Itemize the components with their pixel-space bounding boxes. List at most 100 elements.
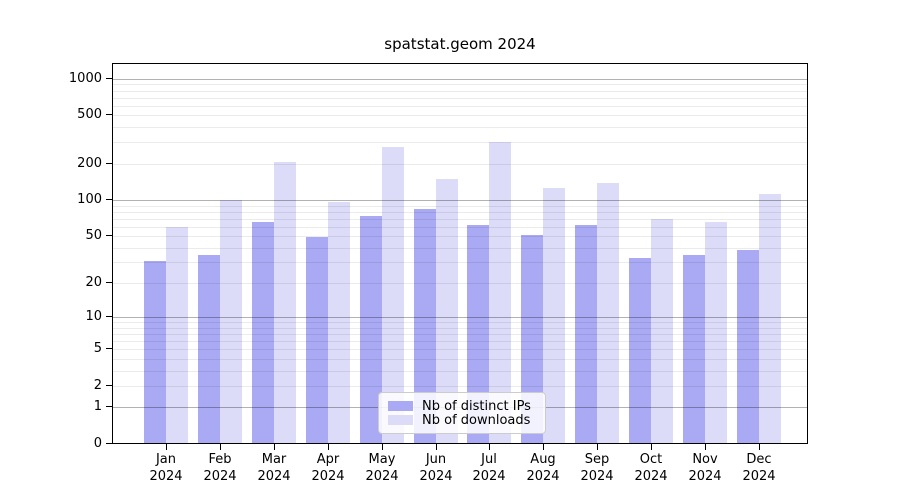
gridline-minor	[113, 322, 807, 324]
y-tick	[106, 316, 112, 317]
y-tick	[106, 385, 112, 386]
gridline-minor	[113, 236, 807, 238]
x-tick-month: Jun	[425, 452, 447, 467]
x-tick-month: May	[368, 452, 396, 467]
x-tick	[651, 444, 652, 450]
x-tick-year: 2024	[688, 469, 722, 484]
x-tick-month: Mar	[261, 452, 287, 467]
gridline-minor	[113, 142, 807, 144]
legend: Nb of distinct IPs Nb of downloads	[378, 392, 546, 434]
y-tick	[106, 282, 112, 283]
bar-distinct-ips-feb	[198, 255, 220, 443]
x-tick-year: 2024	[149, 469, 183, 484]
x-tick-year: 2024	[257, 469, 291, 484]
gridline-minor	[113, 90, 807, 92]
x-tick-month: Aug	[530, 452, 556, 467]
x-tick-label: Sep 2024	[565, 451, 629, 485]
x-tick	[274, 444, 275, 450]
y-tick-label: 100	[77, 192, 102, 207]
x-tick-month: Feb	[208, 452, 232, 467]
gridline-minor	[113, 205, 807, 207]
x-tick-label: May 2024	[350, 451, 414, 485]
y-tick-label: 5	[93, 341, 102, 356]
x-tick-year: 2024	[634, 469, 668, 484]
bar-downloads-dec	[759, 194, 781, 443]
bar-distinct-ips-jun	[414, 209, 436, 443]
y-tick	[106, 406, 112, 407]
gridline-major	[113, 78, 807, 80]
y-tick	[106, 235, 112, 236]
gridline-minor	[113, 327, 807, 329]
gridline-minor	[113, 163, 807, 165]
gridline-minor	[113, 385, 807, 387]
x-tick-label: Aug 2024	[511, 451, 575, 485]
gridline-minor	[113, 97, 807, 99]
gridline-minor	[113, 211, 807, 213]
gridline-minor	[113, 334, 807, 336]
x-tick-label: Feb 2024	[188, 451, 252, 485]
legend-label-downloads: Nb of downloads	[422, 412, 531, 428]
x-tick-year: 2024	[526, 469, 560, 484]
bar-distinct-ips-oct	[629, 258, 651, 443]
bar-distinct-ips-mar	[252, 222, 274, 443]
gridline-minor	[113, 226, 807, 228]
x-tick-month: Jan	[155, 452, 177, 467]
y-tick	[106, 199, 112, 200]
bar-downloads-sep	[597, 183, 619, 443]
x-tick-label: Jun 2024	[404, 451, 468, 485]
bar-distinct-ips-may	[360, 216, 382, 443]
bar-distinct-ips-sep	[575, 225, 597, 443]
gridline-minor	[113, 341, 807, 343]
x-tick	[543, 444, 544, 450]
y-tick-label: 2	[93, 378, 102, 393]
x-tick-label: Apr 2024	[296, 451, 360, 485]
y-tick	[106, 114, 112, 115]
bar-distinct-ips-nov	[683, 255, 705, 443]
legend-swatch-distinct-ips	[388, 401, 413, 411]
bar-downloads-apr	[328, 202, 350, 443]
y-tick-label: 1000	[68, 71, 102, 86]
x-tick-label: Mar 2024	[242, 451, 306, 485]
legend-item-downloads: Nb of downloads	[388, 412, 536, 428]
y-tick	[106, 348, 112, 349]
x-tick-month: Jul	[481, 452, 497, 467]
x-tick-year: 2024	[311, 469, 345, 484]
x-tick-year: 2024	[365, 469, 399, 484]
x-tick-year: 2024	[742, 469, 776, 484]
gridline-minor	[113, 262, 807, 264]
y-tick-label: 20	[85, 275, 102, 290]
y-tick	[106, 163, 112, 164]
x-tick	[705, 444, 706, 450]
x-tick-year: 2024	[203, 469, 237, 484]
x-tick-month: Dec	[746, 452, 772, 467]
gridline-minor	[113, 358, 807, 360]
y-tick-label: 500	[77, 107, 102, 122]
gridline-minor	[113, 115, 807, 117]
gridline-minor	[113, 105, 807, 107]
x-tick	[382, 444, 383, 450]
y-tick	[106, 78, 112, 79]
chart-title: spatstat.geom 2024	[384, 35, 536, 53]
x-tick-month: Sep	[584, 452, 610, 467]
y-tick-label: 50	[85, 228, 102, 243]
x-tick-label: Jul 2024	[457, 451, 521, 485]
bar-downloads-jun	[436, 179, 458, 443]
x-tick-month: Nov	[692, 452, 718, 467]
legend-swatch-downloads	[388, 415, 413, 425]
gridline-minor	[113, 370, 807, 372]
gridline-minor	[113, 84, 807, 86]
bar-downloads-feb	[220, 200, 242, 443]
gridline-major	[113, 317, 807, 319]
x-tick-year: 2024	[580, 469, 614, 484]
x-tick-month: Oct	[639, 452, 663, 467]
legend-item-distinct-ips: Nb of distinct IPs	[388, 398, 536, 414]
x-tick	[328, 444, 329, 450]
bar-distinct-ips-jul	[467, 225, 489, 443]
x-tick	[759, 444, 760, 450]
legend-label-distinct-ips: Nb of distinct IPs	[422, 398, 531, 414]
gridline-minor	[113, 247, 807, 249]
bar-downloads-jul	[489, 142, 511, 443]
y-tick-label: 200	[77, 156, 102, 171]
x-tick	[489, 444, 490, 450]
x-tick-month: Apr	[316, 452, 340, 467]
